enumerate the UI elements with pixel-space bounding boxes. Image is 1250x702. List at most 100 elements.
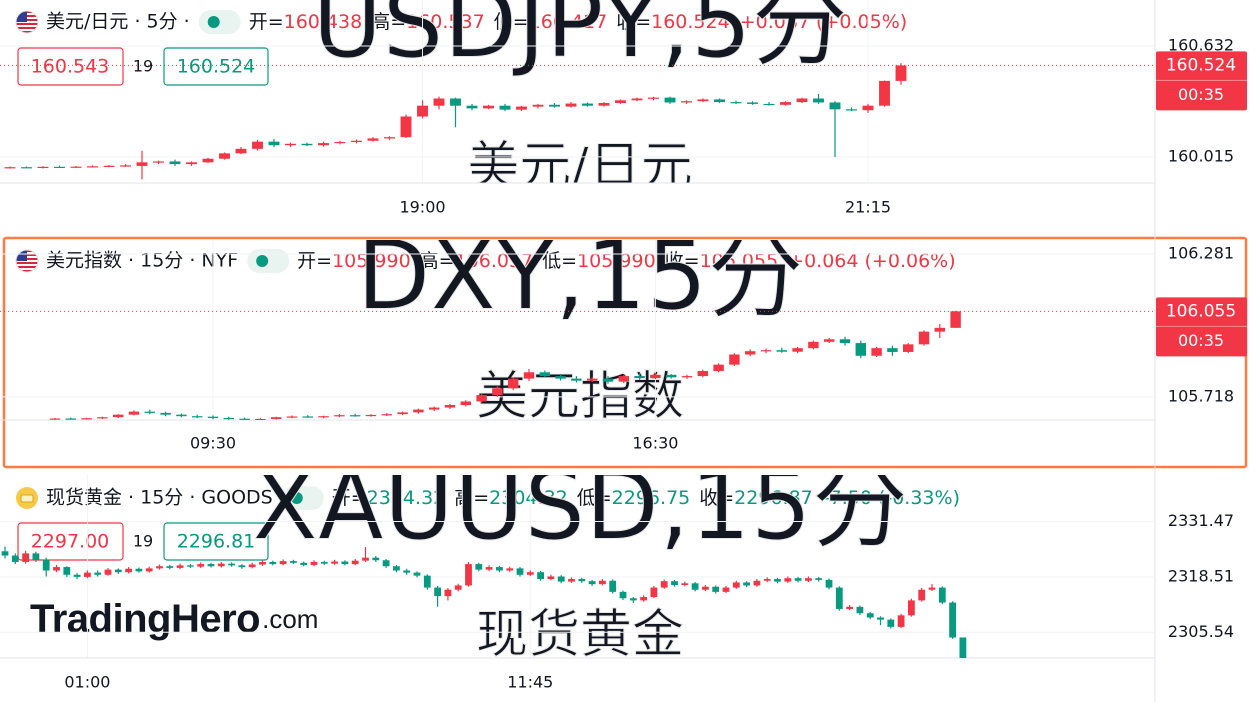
last-price-label: 160.524	[1166, 55, 1236, 75]
candle-body	[835, 587, 843, 609]
candle-body	[49, 418, 61, 420]
candle-body	[4, 167, 16, 169]
candle-body	[776, 350, 788, 352]
candle-body	[681, 101, 692, 103]
candle-body	[887, 348, 898, 352]
candle-body	[902, 344, 914, 352]
sell-box[interactable]	[17, 47, 124, 86]
candle-body	[681, 583, 689, 586]
candle-body	[417, 105, 428, 117]
symbol-title: 美元/日元 · 5分 ·	[46, 11, 190, 33]
candle-body	[381, 414, 393, 416]
candle-body	[112, 414, 124, 418]
stat-value: 105.990	[577, 250, 656, 272]
candle-body	[549, 104, 560, 107]
candle-body	[918, 331, 930, 345]
candle-body	[743, 582, 750, 586]
buy-price: 160.524	[177, 56, 256, 78]
candle-body	[483, 105, 494, 109]
flag-ring	[15, 10, 39, 34]
candle-body	[671, 581, 678, 586]
candle-body	[526, 572, 534, 575]
buy-box[interactable]	[163, 522, 269, 561]
candle-body	[722, 587, 730, 592]
candle-body	[825, 579, 833, 588]
candle-body	[815, 578, 823, 580]
symbol-icon	[16, 487, 38, 509]
candle-body	[697, 99, 709, 102]
stat-value: 2304.32	[489, 487, 568, 509]
candle-body	[301, 143, 313, 146]
toggle-dot	[207, 16, 220, 28]
candle-body	[839, 339, 851, 344]
symbol-title: 现货黄金 · 15分 · GOODS	[46, 487, 273, 509]
stat-value: 106.057	[455, 250, 534, 272]
candle-body	[887, 619, 895, 627]
candle-body	[176, 565, 184, 568]
candle-body	[1, 551, 9, 556]
candle-body	[384, 137, 395, 139]
sell-box[interactable]	[17, 522, 124, 561]
candle-body	[602, 378, 614, 382]
stat-value: 160.438	[284, 11, 363, 33]
logo: TradingHero.com	[30, 597, 318, 641]
stat-label: 高=	[371, 11, 406, 33]
candle-body	[846, 109, 857, 111]
watermark: DXY,15分	[357, 219, 804, 331]
change: +0.087 (+0.05%)	[740, 11, 907, 33]
watermark-sub: 美元/日元	[467, 137, 693, 197]
x-tick-label: 16:30	[632, 434, 678, 453]
candle-body	[586, 378, 598, 381]
flag-stripe	[16, 270, 38, 272]
candle-body	[70, 166, 82, 168]
candle-body	[681, 376, 693, 378]
candle-body	[397, 412, 408, 415]
flag-stripe	[16, 23, 38, 25]
candle-body	[207, 564, 215, 567]
candle-body	[255, 418, 266, 420]
candle-body	[856, 606, 864, 614]
candle-body	[219, 153, 230, 159]
logo-suffix: .com	[262, 604, 318, 634]
candle-body	[37, 166, 49, 169]
candle-body	[691, 583, 699, 590]
candle-body	[650, 374, 661, 379]
stat-value: 106.055	[700, 250, 779, 272]
candle-body	[813, 98, 824, 103]
candle-body	[714, 99, 725, 103]
candle-body	[516, 106, 527, 110]
candle-body	[186, 162, 197, 165]
stat-label: 收=	[699, 487, 734, 509]
candle-body	[125, 568, 132, 573]
stat-label: 收=	[665, 250, 700, 272]
candle-body	[855, 343, 867, 356]
stat-label: 开=	[332, 487, 367, 509]
candle-body	[928, 587, 936, 590]
candle-body	[367, 138, 379, 141]
candle-body	[506, 568, 514, 571]
candle-body	[434, 587, 441, 597]
candle-body	[191, 416, 203, 418]
ohlc-stats: 开=2304.32 高=2304.32 低=2296.75 收=2296.87 -7.5…	[332, 487, 960, 509]
stat-value: 2296.75	[612, 487, 691, 509]
symbol-icon	[15, 10, 39, 34]
candle-body	[934, 327, 946, 332]
candle-body	[372, 557, 380, 561]
candle-body	[895, 65, 907, 81]
flag	[16, 250, 38, 272]
stat-value: 2296.87	[734, 487, 813, 509]
stat-value: 160.537	[406, 11, 485, 33]
candle-body	[523, 372, 535, 379]
candle-body	[774, 579, 781, 582]
candle-body	[351, 140, 362, 143]
candle-body	[120, 165, 131, 167]
ohlc-stats: 开=160.438 高=160.537 低=160.417 收=160.524 +0.0…	[249, 11, 907, 33]
candle-body	[169, 161, 181, 165]
buy-box[interactable]	[163, 47, 269, 86]
candle-body	[918, 589, 926, 601]
flag-canton	[16, 11, 27, 22]
candle-body	[897, 615, 905, 627]
candle-body	[744, 351, 756, 355]
watermark: USDJPY,5分	[312, 0, 847, 79]
